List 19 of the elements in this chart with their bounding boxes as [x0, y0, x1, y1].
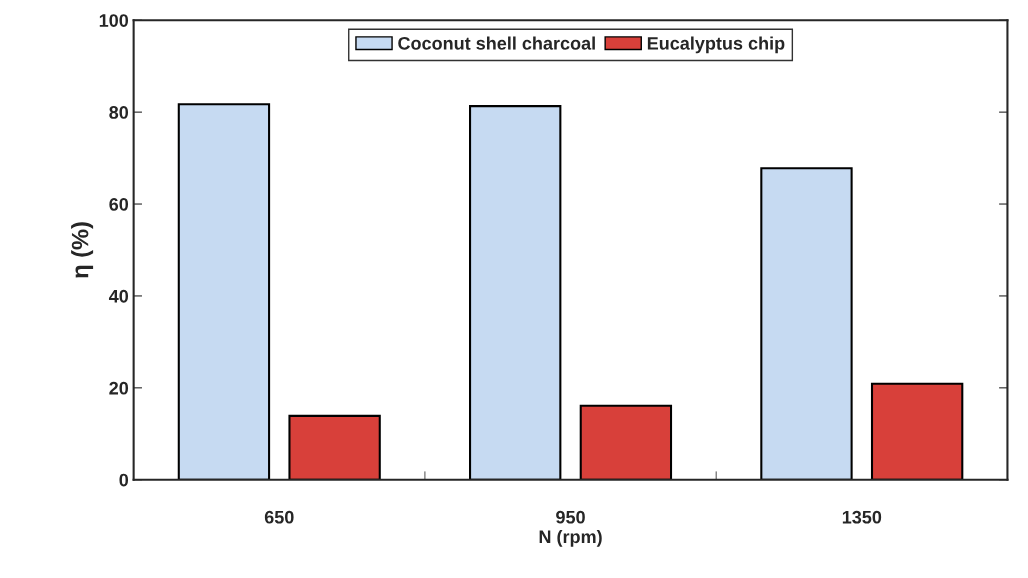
y-tick-label: 20	[109, 381, 129, 395]
y-tick-label: 100	[99, 14, 129, 27]
bar	[760, 167, 853, 480]
bar	[870, 382, 964, 480]
y-tick-label: 60	[109, 197, 129, 211]
bar	[177, 103, 271, 480]
x-tick-label: 1350	[842, 510, 882, 524]
y-axis-title: η (%)	[71, 222, 94, 278]
legend-label: Eucalyptus chip	[647, 36, 785, 54]
y-tick-label: 0	[119, 473, 129, 487]
x-tick-label: 650	[264, 510, 294, 524]
bar	[469, 105, 562, 480]
y-tick-label: 40	[108, 289, 129, 303]
bar	[579, 404, 673, 480]
x-axis-title: N (rpm)	[539, 529, 602, 547]
y-tick-label: 80	[109, 106, 129, 119]
x-tick-label: 950	[556, 510, 585, 524]
bar	[288, 414, 381, 480]
legend-label: Coconut shell charcoal	[398, 36, 595, 50]
